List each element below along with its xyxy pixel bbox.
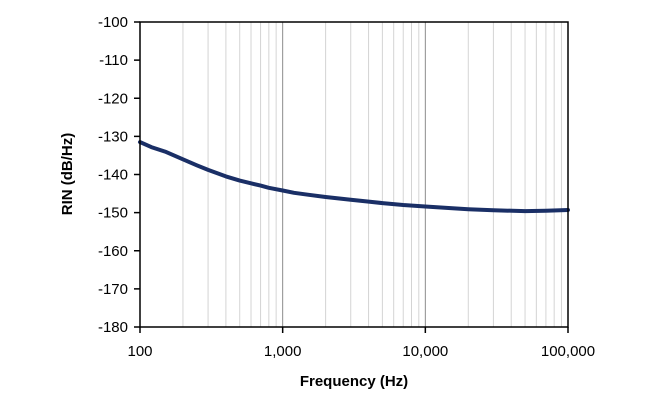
rin-data-point [195, 163, 199, 167]
y-tick-label: -100 [98, 14, 128, 31]
rin-data-point [267, 186, 271, 190]
rin-data-point [423, 205, 427, 208]
x-tick-label: 100 [127, 343, 152, 360]
rin-data-point [181, 157, 185, 161]
rin-data-point [324, 195, 328, 199]
rin-data-point [224, 174, 228, 178]
x-axis: 100 1,000 10,000 100,000 [127, 327, 595, 360]
rin-data-point [306, 193, 310, 197]
rin-data-point [367, 200, 371, 204]
rin-data-point [292, 191, 296, 195]
rin-data-point [401, 203, 405, 207]
rin-data-point [259, 184, 263, 188]
rin-data-point [380, 201, 384, 205]
rin-data-point [449, 206, 452, 210]
rin-data-point [249, 181, 253, 185]
x-tick-label: 100,000 [541, 343, 595, 360]
rin-data-point [491, 208, 495, 212]
rin-data-point [149, 145, 153, 149]
x-tick-label: 1,000 [264, 343, 302, 360]
rin-data-point [163, 150, 167, 154]
y-axis-title: RIN (dB/Hz) [59, 133, 76, 216]
grid [139, 22, 569, 327]
y-axis: -100 -110 -120 -130 -140 -150 -160 -170 -180 [98, 14, 140, 336]
y-tick-label: -110 [99, 52, 128, 69]
rin-data-point [466, 207, 470, 211]
rin-data-point [206, 168, 210, 172]
y-tick-label: -140 [98, 167, 128, 184]
y-tick-label: -150 [98, 205, 128, 222]
rin-data-point [523, 209, 527, 213]
y-tick-label: -160 [98, 243, 128, 260]
rin-series-line [138, 140, 570, 214]
y-tick-label: -120 [98, 90, 128, 107]
y-tick-label: -180 [98, 319, 128, 336]
x-axis-title: Frequency (Hz) [300, 373, 408, 390]
rin-data-point [281, 189, 285, 192]
rin-data-point [544, 209, 548, 213]
rin-data-point [238, 179, 242, 183]
y-tick-label: -170 [98, 281, 128, 298]
x-tick-label: 10,000 [402, 343, 448, 360]
y-tick-label: -130 [98, 128, 128, 145]
rin-data-point [349, 198, 353, 202]
